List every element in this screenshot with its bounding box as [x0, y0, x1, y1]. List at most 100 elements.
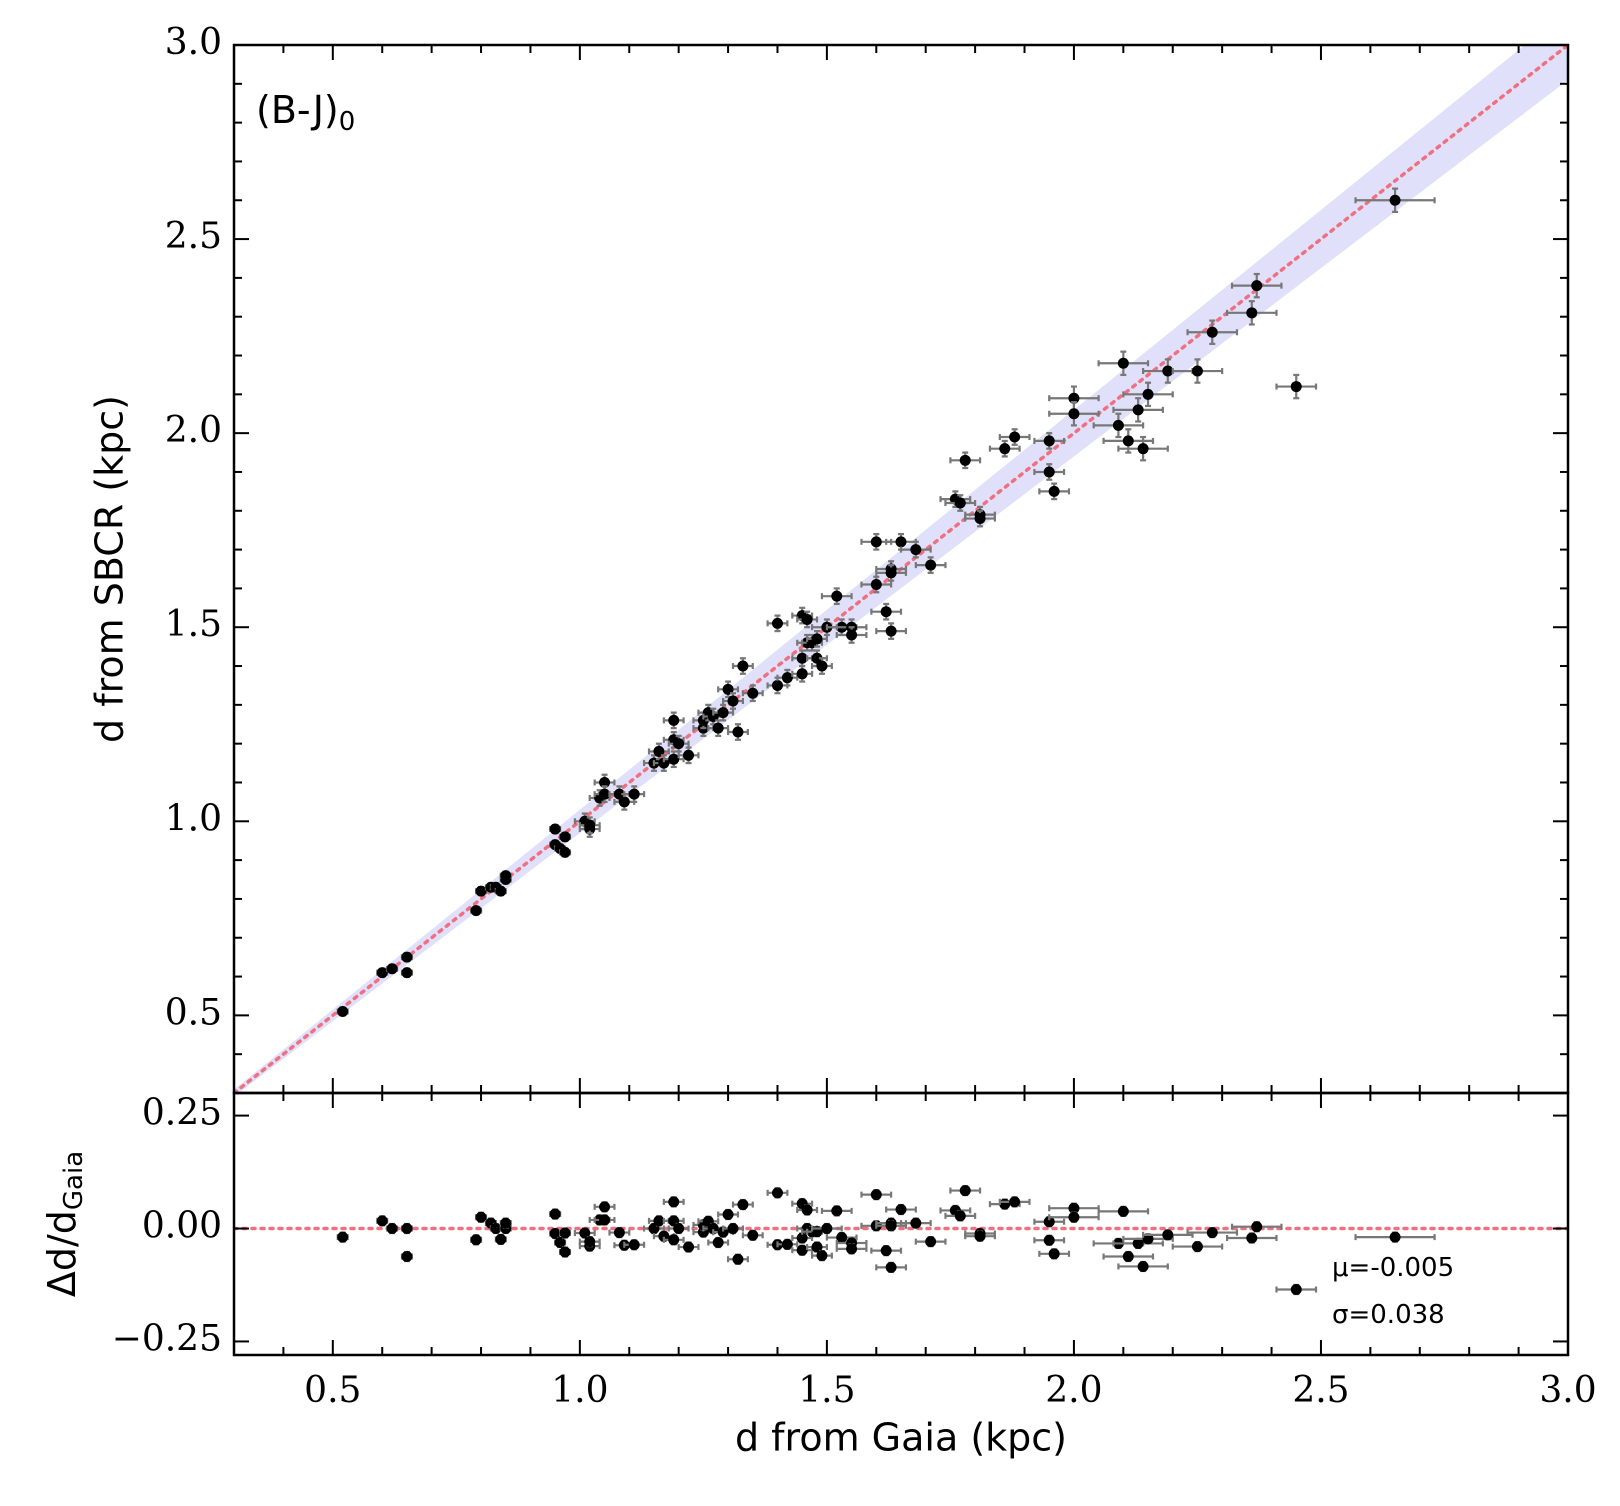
data-point	[771, 679, 783, 691]
data-point	[579, 1227, 591, 1239]
data-point	[974, 1230, 986, 1242]
y-tick-label: 0.00	[142, 1206, 222, 1247]
data-point	[1068, 1211, 1080, 1223]
data-point	[836, 1232, 848, 1244]
y-tick-label: 1.0	[165, 798, 222, 839]
data-point	[401, 967, 413, 979]
data-point	[811, 633, 823, 645]
data-point	[470, 1234, 482, 1246]
data-point	[771, 1187, 783, 1199]
data-point	[668, 1234, 680, 1246]
data-point	[683, 1241, 695, 1253]
data-point	[495, 885, 507, 897]
data-point	[628, 788, 640, 800]
y-tick-label: −0.25	[112, 1318, 222, 1359]
data-point	[1251, 280, 1263, 292]
data-point	[747, 687, 759, 699]
data-point	[559, 1246, 571, 1258]
data-point	[1137, 443, 1149, 455]
x-tick-label: 3.0	[1539, 1370, 1596, 1411]
data-point	[1048, 1248, 1060, 1260]
annotation: (B-J)0	[256, 88, 355, 137]
data-point	[895, 536, 907, 548]
data-point	[470, 905, 482, 917]
top-plot-area	[234, 45, 1568, 1093]
data-point	[1068, 1202, 1080, 1214]
data-point	[386, 1223, 398, 1235]
data-point	[1142, 1233, 1154, 1245]
data-point	[707, 710, 719, 722]
axes-frame	[232, 1091, 1570, 1357]
data-point	[712, 1237, 724, 1249]
data-point	[475, 1211, 487, 1223]
stat-value: 0.038	[1370, 1300, 1444, 1330]
data-point	[895, 1204, 907, 1216]
y-tick-label: 3.0	[165, 22, 222, 63]
data-point	[796, 668, 808, 680]
data-point	[376, 967, 388, 979]
x-tick-label: 1.5	[798, 1370, 855, 1411]
data-point	[796, 1244, 808, 1256]
stat-sigma: σ=0.038	[1332, 1300, 1445, 1330]
data-point	[727, 695, 739, 707]
data-point	[796, 1232, 808, 1244]
y-tick-label: 0.25	[142, 1093, 222, 1134]
data-point	[831, 590, 843, 602]
y-tick-label: 2.0	[165, 410, 222, 451]
data-point	[816, 660, 828, 672]
data-point	[1009, 1196, 1021, 1208]
data-point	[747, 1229, 759, 1241]
stat-mu: μ=-0.005	[1332, 1253, 1454, 1283]
data-point	[1206, 326, 1218, 338]
data-point	[910, 544, 922, 556]
data-point	[673, 738, 685, 750]
data-point	[1043, 466, 1055, 478]
x-tick-label: 1.0	[551, 1370, 608, 1411]
data-point	[737, 660, 749, 672]
data-point	[683, 749, 695, 761]
data-point	[801, 1204, 813, 1216]
data-point	[959, 1185, 971, 1197]
data-point	[1191, 365, 1203, 377]
data-point	[781, 672, 793, 684]
data-point	[722, 683, 734, 695]
data-point	[910, 1217, 922, 1229]
data-point	[658, 757, 670, 769]
data-point	[870, 579, 882, 591]
data-point	[549, 1208, 561, 1220]
data-point	[599, 776, 611, 788]
y-tick-label: 1.5	[165, 604, 222, 645]
data-point	[885, 1220, 897, 1232]
data-point	[1142, 388, 1154, 400]
error-band	[234, 45, 1568, 1093]
data-point	[1290, 1284, 1302, 1295]
y-tick-label: 2.5	[165, 216, 222, 257]
data-point	[668, 753, 680, 765]
data-point	[584, 819, 596, 831]
data-point	[500, 870, 512, 882]
data-point	[737, 1199, 749, 1211]
data-point	[401, 951, 413, 963]
data-point	[1068, 392, 1080, 404]
data-point	[974, 513, 986, 525]
x-tick-label: 0.5	[304, 1370, 361, 1411]
data-point	[1137, 1260, 1149, 1272]
data-point	[954, 497, 966, 509]
data-point	[954, 1210, 966, 1222]
data-point	[925, 1236, 937, 1248]
data-point	[1112, 419, 1124, 431]
data-point	[1246, 1232, 1258, 1244]
data-point	[722, 1209, 734, 1221]
data-point	[490, 1223, 502, 1235]
data-point	[1389, 1231, 1401, 1243]
data-point	[401, 1251, 413, 1263]
data-point	[599, 1201, 611, 1213]
data-point	[495, 1233, 507, 1245]
data-point	[599, 1214, 611, 1226]
stat-value: -0.005	[1370, 1253, 1454, 1283]
data-point	[959, 454, 971, 466]
annotation-subscript: 0	[339, 107, 356, 137]
stat-label: σ=	[1332, 1300, 1370, 1330]
data-point	[771, 617, 783, 629]
data-point	[337, 1231, 349, 1243]
